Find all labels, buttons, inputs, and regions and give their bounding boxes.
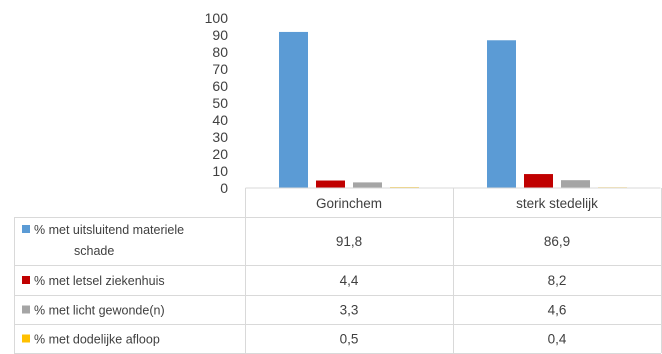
table-value: 0,5 bbox=[340, 332, 359, 347]
table-value: 86,9 bbox=[544, 234, 570, 249]
bar bbox=[524, 174, 553, 188]
table-value: 3,3 bbox=[340, 303, 359, 318]
y-tick-label: 30 bbox=[212, 129, 228, 145]
data-table: Gorinchem sterk stedelijk % met uitsluiten… bbox=[14, 187, 662, 354]
table-value: 4,4 bbox=[340, 273, 359, 288]
series-name: % met licht gewonde(n) bbox=[34, 304, 165, 318]
category-label: Gorinchem bbox=[316, 196, 382, 211]
series-name: % met letsel ziekenhuis bbox=[34, 274, 165, 288]
series-name: % met dodelijke afloop bbox=[34, 333, 160, 347]
y-tick-label: 60 bbox=[212, 78, 228, 94]
bar bbox=[561, 180, 590, 188]
y-tick-label: 40 bbox=[212, 112, 228, 128]
y-tick-label: 80 bbox=[212, 44, 228, 60]
bar bbox=[316, 180, 345, 188]
y-tick-label: 0 bbox=[220, 180, 228, 196]
table-value: 0,4 bbox=[548, 332, 567, 347]
legend-key bbox=[22, 305, 30, 314]
y-tick-label: 70 bbox=[212, 61, 228, 77]
legend-key bbox=[22, 276, 30, 284]
table-value: 4,6 bbox=[548, 303, 567, 318]
category-label: sterk stedelijk bbox=[516, 196, 598, 211]
bar bbox=[279, 31, 308, 188]
bars bbox=[279, 31, 627, 188]
y-tick-label: 90 bbox=[212, 27, 228, 43]
series-name: % met uitsluitend materiele schade bbox=[34, 223, 184, 258]
table-value: 8,2 bbox=[548, 273, 567, 288]
y-tick-label: 10 bbox=[212, 163, 228, 179]
bar bbox=[353, 182, 382, 188]
y-tick-label: 100 bbox=[205, 10, 229, 26]
bar bbox=[487, 40, 516, 188]
legend-key bbox=[22, 334, 30, 343]
legend-key bbox=[22, 225, 30, 233]
y-tick-label: 20 bbox=[212, 146, 228, 162]
y-tick-label: 50 bbox=[212, 95, 228, 111]
table-value: 91,8 bbox=[336, 234, 362, 249]
